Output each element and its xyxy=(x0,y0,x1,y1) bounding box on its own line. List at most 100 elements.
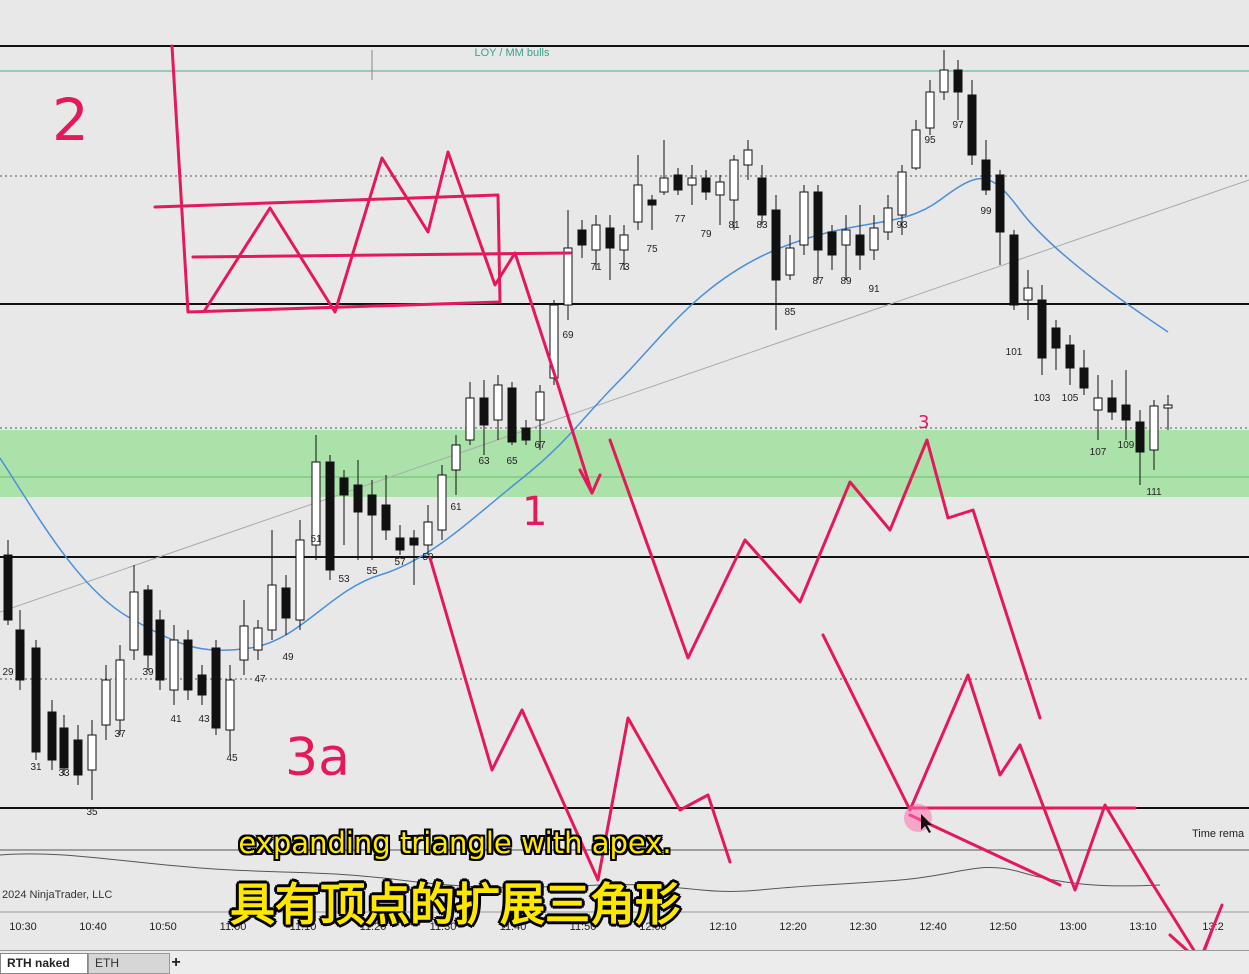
candle-body xyxy=(633,184,643,223)
time-axis-label: 12:10 xyxy=(709,921,737,933)
arrow-head xyxy=(578,468,602,495)
candle-body xyxy=(423,521,433,546)
candle xyxy=(869,215,879,260)
time-axis-label: 11:10 xyxy=(290,921,317,933)
bar-number-label: 95 xyxy=(924,135,936,146)
candle-body xyxy=(925,91,935,129)
add-tab-button[interactable]: + xyxy=(171,954,181,971)
candle-body xyxy=(1163,404,1173,409)
bar-number-label: 91 xyxy=(868,284,880,295)
candle xyxy=(647,195,657,230)
candle xyxy=(687,165,697,205)
candle-body xyxy=(869,227,879,251)
candle-body xyxy=(253,627,263,651)
candle-body xyxy=(267,584,277,631)
bar-number-label: 43 xyxy=(198,714,210,725)
candle xyxy=(953,60,963,120)
candle-body xyxy=(183,639,193,691)
bar-number-label: 67 xyxy=(534,440,546,451)
candle xyxy=(911,120,921,170)
candle-body xyxy=(295,539,305,621)
time-axis-label: 12:30 xyxy=(849,921,877,933)
bar-number-label: 53 xyxy=(338,574,350,585)
candle-body xyxy=(619,234,629,251)
bar-number-label: 37 xyxy=(114,729,126,740)
candle xyxy=(197,665,207,705)
bar-number-label: 69 xyxy=(562,330,574,341)
copyright-label: 2024 NinjaTrader, LLC xyxy=(2,889,112,901)
candle xyxy=(939,50,949,100)
candle xyxy=(493,375,503,440)
tab-eth[interactable]: ETH xyxy=(88,953,170,974)
candle xyxy=(1149,400,1159,470)
candle xyxy=(591,215,601,270)
candle xyxy=(59,715,69,775)
candle xyxy=(409,530,419,585)
bar-number-label: 77 xyxy=(674,214,686,225)
bar-number-label: 31 xyxy=(30,762,42,773)
candle-body xyxy=(73,739,83,776)
bar-number-label: 29 xyxy=(2,667,14,678)
annotation-label-3a: 3a xyxy=(285,728,350,788)
candle xyxy=(577,220,587,258)
candle xyxy=(311,435,321,560)
time-axis-label: 11:30 xyxy=(430,921,457,933)
tab-rth-naked[interactable]: RTH naked xyxy=(0,953,88,974)
candle xyxy=(143,585,153,670)
candle xyxy=(1023,270,1033,320)
candle xyxy=(981,140,991,195)
candle-body xyxy=(659,177,669,193)
candle-body xyxy=(507,387,517,443)
candle-body xyxy=(143,589,153,656)
candle-body xyxy=(1135,421,1145,453)
candle xyxy=(619,225,629,270)
bar-number-label: 35 xyxy=(86,807,98,818)
candle xyxy=(451,435,461,495)
time-axis-label: 12:00 xyxy=(639,921,667,933)
candle xyxy=(841,215,851,280)
candle xyxy=(771,195,781,330)
time-axis-label: 13:00 xyxy=(1059,921,1087,933)
candle xyxy=(1009,230,1019,310)
candle-body xyxy=(311,461,321,546)
candle-body xyxy=(465,397,475,441)
candle-body xyxy=(939,69,949,93)
candle xyxy=(967,80,977,165)
bar-number-label: 49 xyxy=(282,652,294,663)
bar-number-label: 59 xyxy=(422,552,434,563)
candle-body xyxy=(911,129,921,169)
annotation-label-1: 1 xyxy=(522,489,547,535)
annotation-label-2: 2 xyxy=(52,86,89,154)
subtitle-english: expanding triangle with apex. xyxy=(238,826,672,860)
candle-body xyxy=(605,227,615,249)
bar-number-label: 107 xyxy=(1090,447,1107,458)
candle xyxy=(325,455,335,580)
candle xyxy=(129,565,139,660)
candle xyxy=(1065,335,1075,385)
oscillator-line xyxy=(0,853,1161,892)
bar-number-label: 99 xyxy=(980,206,992,217)
candle-body xyxy=(1051,327,1061,349)
candle-body xyxy=(647,199,657,206)
candle xyxy=(799,185,809,255)
bar-number-label: 111 xyxy=(1146,487,1162,498)
triangle-zigzag-bottom xyxy=(821,633,1224,962)
candle-body xyxy=(31,647,41,753)
annotation-drawings xyxy=(153,44,1224,964)
candle-body xyxy=(577,229,587,246)
candle-body xyxy=(101,679,111,726)
candle-body xyxy=(339,477,349,496)
candle xyxy=(1163,395,1173,430)
candle-body xyxy=(1023,287,1033,301)
bar-number-label: 105 xyxy=(1062,393,1079,404)
bar-number-label: 71 xyxy=(590,262,602,273)
candle xyxy=(437,465,447,540)
bar-number-label: 89 xyxy=(840,276,852,287)
time-axis: 10:30 10:40 10:50 11:00 11:10 11:20 11:30 11:40… xyxy=(9,921,1223,933)
bar-number-label: 57 xyxy=(394,557,406,568)
candle xyxy=(827,225,837,270)
candle-body xyxy=(225,679,235,731)
time-axis-label: 11:00 xyxy=(220,921,247,933)
bar-number-label: 33 xyxy=(58,768,70,779)
